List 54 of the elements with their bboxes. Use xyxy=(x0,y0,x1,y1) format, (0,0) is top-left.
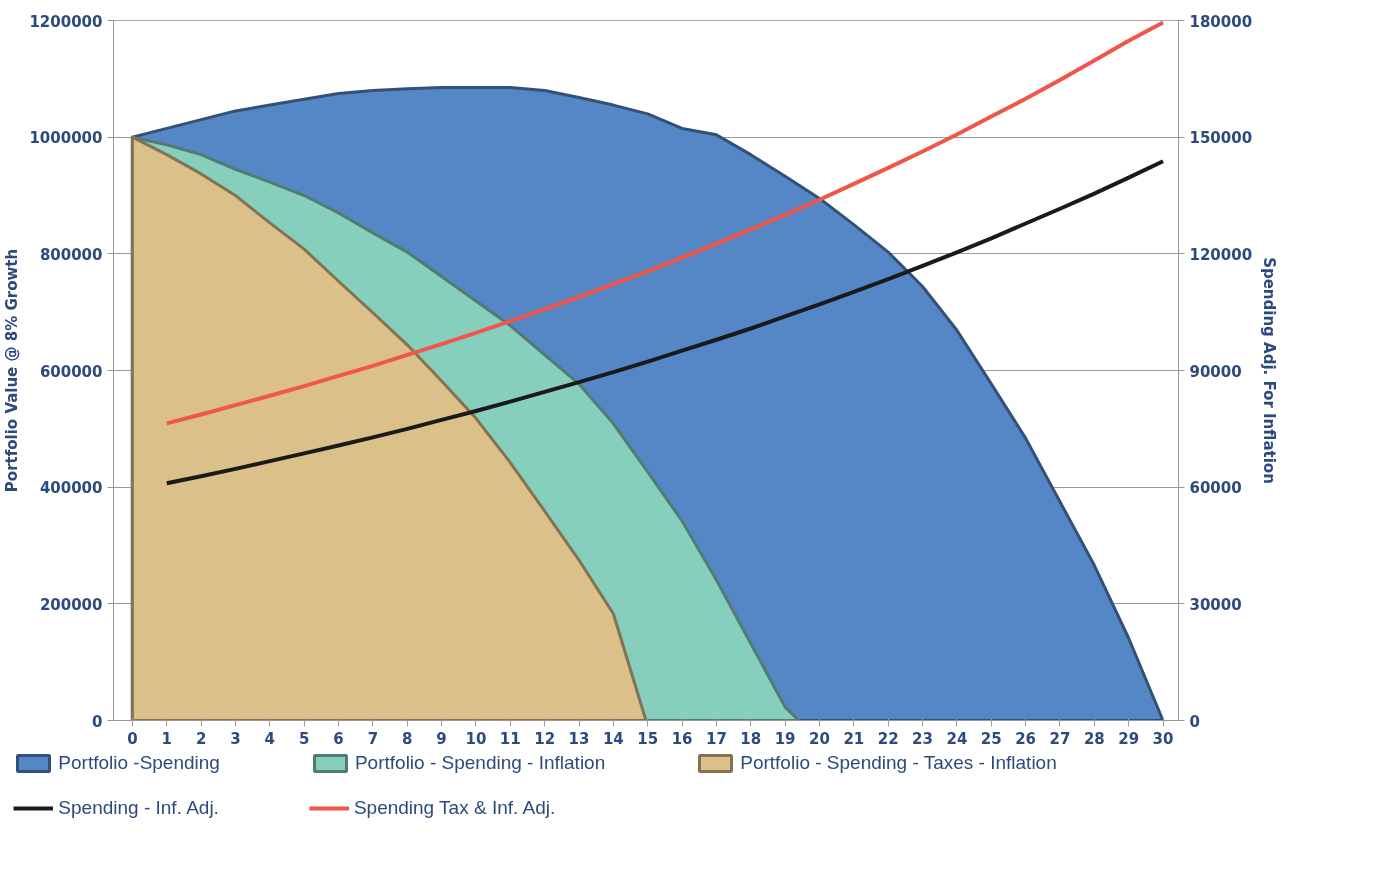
x-tick-label: 7 xyxy=(367,729,379,748)
line-series xyxy=(164,159,1166,486)
x-tick-label: 4 xyxy=(264,729,276,748)
x-tick-label: 11 xyxy=(499,729,521,748)
y2-tick-label: 150000 xyxy=(1189,129,1253,148)
x-tick-label: 15 xyxy=(637,729,659,748)
y2-tick-label: 120000 xyxy=(1189,245,1253,264)
x-tick-label: 13 xyxy=(568,729,590,748)
x-tick-label: 18 xyxy=(740,729,762,748)
x-tick-label: 6 xyxy=(333,729,344,748)
y-tick-label: 400000 xyxy=(39,479,103,498)
y2-tick-label: 30000 xyxy=(1189,595,1242,614)
x-tick-label: 17 xyxy=(705,729,727,748)
legend-label: Portfolio - Spending - Inflation xyxy=(354,752,606,774)
x-tick-label: 25 xyxy=(980,729,1002,748)
y2-tick-label: 180000 xyxy=(1189,12,1253,31)
x-tick-label: 19 xyxy=(774,729,796,748)
x-tick-label: 9 xyxy=(436,729,447,748)
x-tick-label: 22 xyxy=(877,729,899,748)
x-tick-label: 16 xyxy=(671,729,693,748)
x-tick-label: 12 xyxy=(534,729,556,748)
y2-tick-label: 60000 xyxy=(1189,479,1242,498)
y-tick-label: 1000000 xyxy=(29,129,103,148)
x-tick-label: 14 xyxy=(602,729,624,748)
y-tick-label: 1200000 xyxy=(29,12,103,31)
y-tick-label: 200000 xyxy=(39,595,103,614)
line-series xyxy=(164,20,1166,426)
x-tick-label: 21 xyxy=(843,729,865,748)
x-tick-label: 30 xyxy=(1152,729,1174,748)
y2-tick-label: 90000 xyxy=(1189,362,1242,381)
x-tick-label: 8 xyxy=(402,729,413,748)
y-tick-label: 800000 xyxy=(39,245,103,264)
legend-label: Spending Tax & Inf. Adj. xyxy=(353,797,556,819)
x-tick-label: 1 xyxy=(161,729,172,748)
x-tick-label: 3 xyxy=(230,729,241,748)
x-tick-label: 0 xyxy=(127,729,138,748)
y-axis-title: Portfolio Value @ 8% Growth xyxy=(3,248,22,493)
x-tick-label: 24 xyxy=(946,729,968,748)
legend-label: Portfolio - Spending - Taxes - Inflation xyxy=(740,752,1057,774)
y-tick-label: 0 xyxy=(92,712,103,731)
x-tick-label: 5 xyxy=(298,729,310,748)
x-tick-label: 28 xyxy=(1083,729,1105,748)
y2-axis-title: Spending Adj. For Inflation xyxy=(1260,257,1279,484)
x-tick-label: 2 xyxy=(195,729,207,748)
y2-tick-label: 0 xyxy=(1189,712,1200,731)
x-tick-label: 20 xyxy=(809,729,830,748)
x-tick-label: 10 xyxy=(465,729,487,748)
x-tick-label: 27 xyxy=(1049,729,1071,748)
legend-label: Spending - Inf. Adj. xyxy=(58,797,219,819)
legend-label: Portfolio -Spending xyxy=(58,752,220,774)
x-tick-label: 29 xyxy=(1118,729,1140,748)
x-tick-label: 26 xyxy=(1015,729,1037,748)
y-tick-label: 600000 xyxy=(39,362,103,381)
x-tick-label: 23 xyxy=(912,729,933,748)
